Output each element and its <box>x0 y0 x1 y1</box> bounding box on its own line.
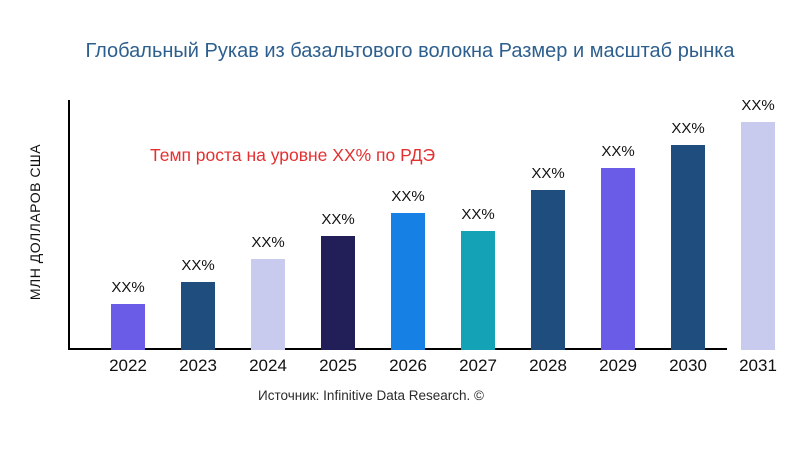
bar-value-label-2025: XX% <box>321 211 355 228</box>
bar-2022 <box>111 304 145 350</box>
bar-2024 <box>251 259 285 350</box>
bar-value-label-2022: XX% <box>111 279 145 296</box>
bar-value-label-2031: XX% <box>741 97 775 114</box>
x-tick-2026: 2026 <box>389 356 427 375</box>
bar-2031 <box>741 122 775 350</box>
bar-2025 <box>321 236 355 350</box>
bar-2023 <box>181 282 215 350</box>
x-tick-2022: 2022 <box>109 356 147 375</box>
bar-value-label-2023: XX% <box>181 257 215 274</box>
x-tick-2027: 2027 <box>459 356 497 375</box>
chart-title: Глобальный Рукав из базальтового волокна… <box>85 40 735 62</box>
source-text: Источник: Infinitive Data Research. © <box>258 388 484 403</box>
x-tick-2029: 2029 <box>599 356 637 375</box>
x-tick-2025: 2025 <box>319 356 357 375</box>
x-tick-2023: 2023 <box>179 356 217 375</box>
bar-value-label-2029: XX% <box>601 143 635 160</box>
growth-rate-annotation: Темп роста на уровне XX% по РДЭ <box>150 145 436 165</box>
bar-value-label-2027: XX% <box>461 206 495 223</box>
bar-2027 <box>461 231 495 350</box>
bar-2029 <box>601 168 635 350</box>
bar-value-label-2030: XX% <box>671 120 705 137</box>
bar-2030 <box>671 145 705 350</box>
bar-value-label-2026: XX% <box>391 188 425 205</box>
x-tick-2024: 2024 <box>249 356 287 375</box>
y-axis-label: МЛН ДОЛЛАРОВ США <box>27 143 43 301</box>
y-axis-line <box>68 100 70 350</box>
bar-2026 <box>391 213 425 350</box>
bar-value-label-2028: XX% <box>531 165 565 182</box>
x-tick-2028: 2028 <box>529 356 567 375</box>
x-tick-2031: 2031 <box>739 356 777 375</box>
x-tick-2030: 2030 <box>669 356 707 375</box>
bar-2028 <box>531 190 565 350</box>
bar-value-label-2024: XX% <box>251 234 285 251</box>
